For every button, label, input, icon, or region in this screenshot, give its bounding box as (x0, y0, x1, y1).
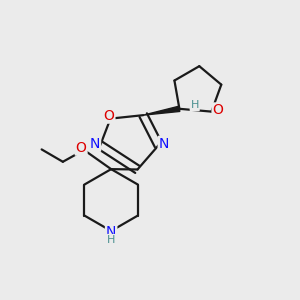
Text: N: N (90, 137, 100, 151)
Text: O: O (103, 109, 114, 123)
Text: O: O (76, 141, 86, 154)
Text: N: N (106, 225, 116, 239)
Text: O: O (212, 103, 224, 117)
Text: N: N (159, 137, 169, 151)
Polygon shape (143, 106, 180, 115)
Text: H: H (190, 100, 199, 110)
Text: H: H (107, 235, 115, 245)
